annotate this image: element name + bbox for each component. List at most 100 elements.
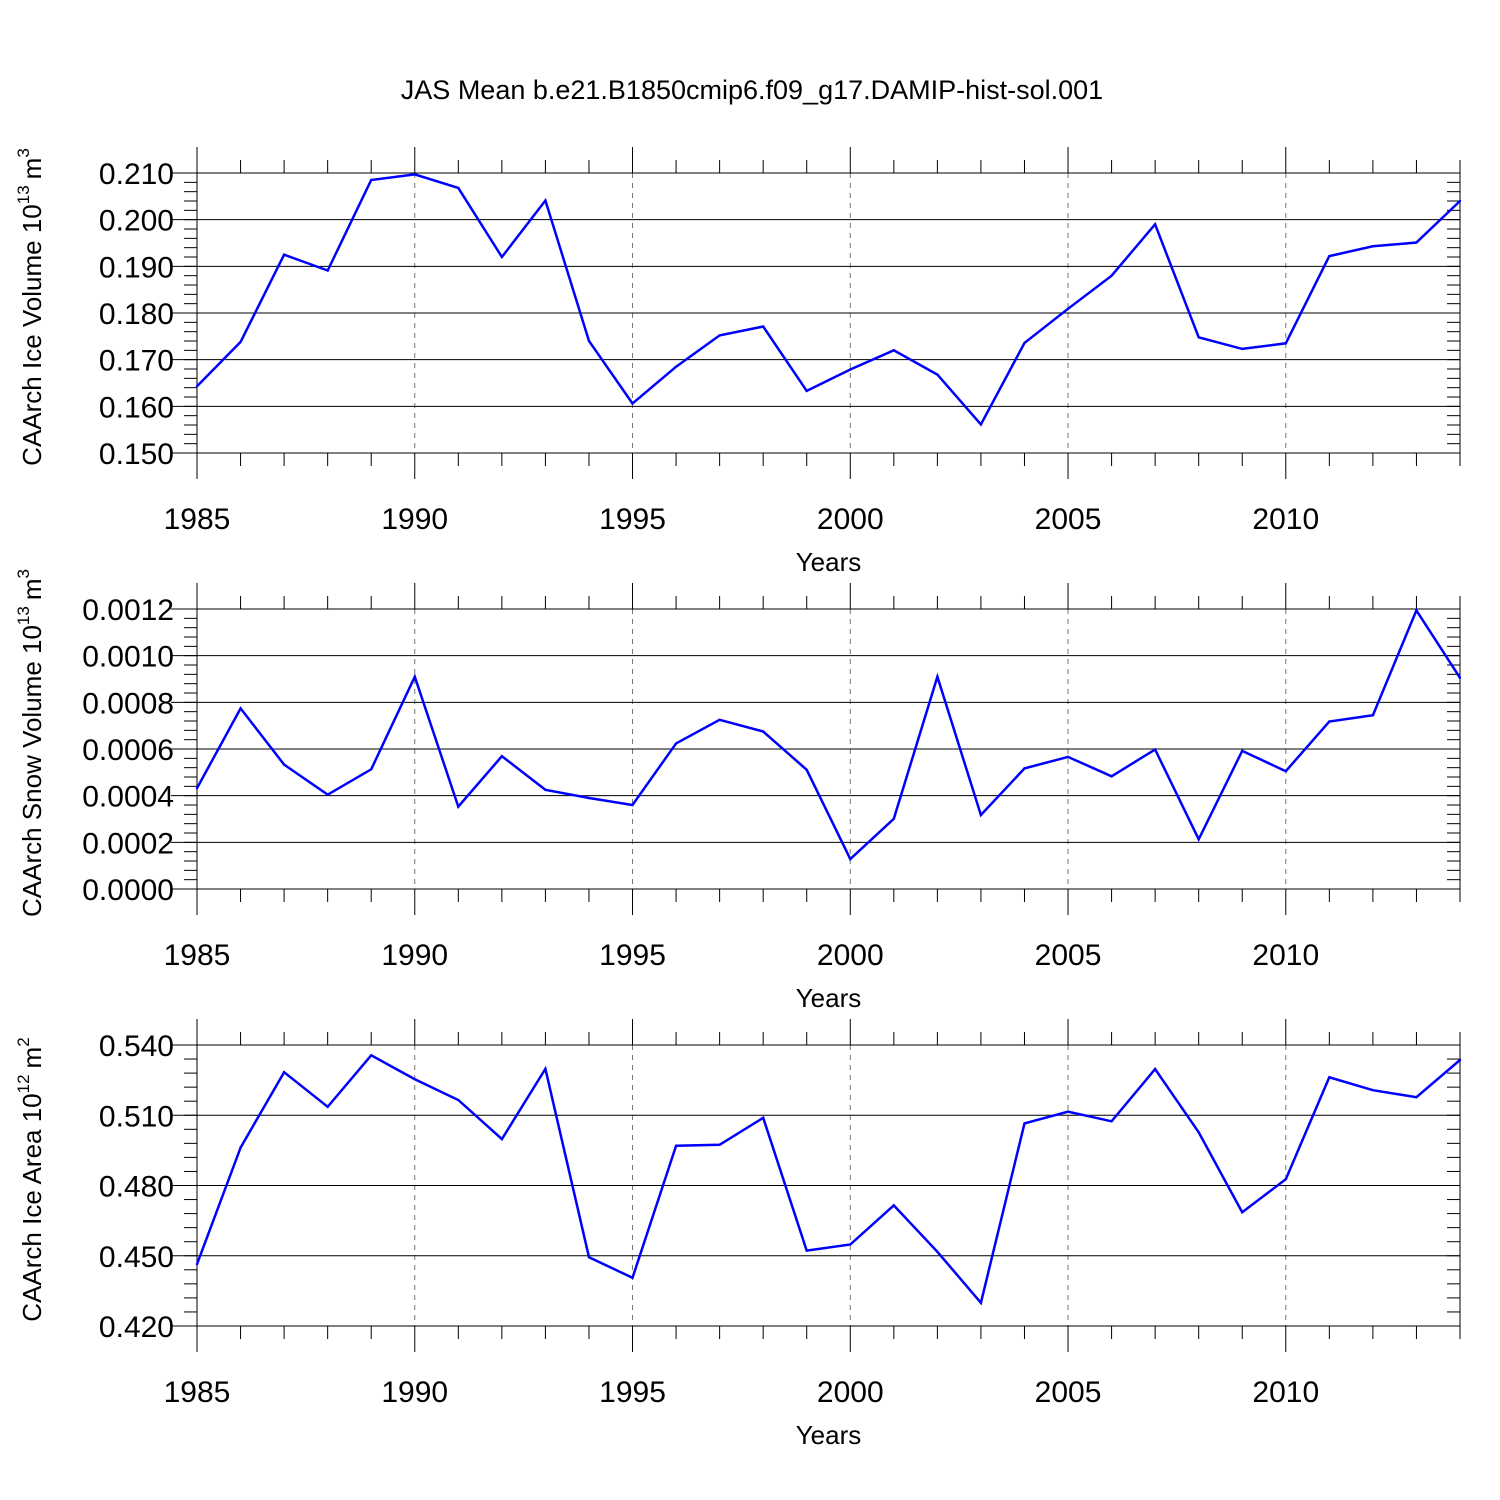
data-point: [631, 803, 634, 807]
x-tick-label: 2010: [1252, 503, 1319, 536]
y-tick-label: 0.0012: [82, 594, 174, 627]
data-point: [457, 186, 460, 190]
x-axis-label: Years: [796, 1420, 862, 1450]
panel-3: 0.420 0.450 0.480 0.510 0.540 1985 1990 1995 200…: [14, 1019, 1462, 1450]
data-point: [631, 1276, 634, 1279]
data-point: [1241, 749, 1244, 753]
data-point: [1458, 676, 1462, 680]
x-tick-label: 1985: [164, 939, 231, 972]
data-point: [500, 755, 504, 758]
data-point: [326, 269, 329, 272]
x-axis-label: Years: [796, 983, 862, 1013]
data-point: [718, 1143, 721, 1146]
y-axis-label: CAArch Ice Volume 1013 m3: [14, 148, 47, 466]
data-point: [1110, 1120, 1113, 1123]
y-tick-label: 0.180: [99, 298, 174, 331]
data-point: [457, 1098, 460, 1102]
data-point: [674, 365, 678, 368]
y-axis-label-unit-exponent: 3: [14, 569, 33, 578]
y-axis-label: CAArch Snow Volume 1013 m3: [14, 569, 47, 917]
data-point: [849, 1243, 852, 1246]
data-point: [239, 707, 242, 710]
data-point: [326, 793, 329, 796]
series-line: [195, 1053, 1461, 1306]
data-point: [370, 1054, 373, 1057]
x-tick-label: 1990: [381, 503, 448, 536]
data-point: [936, 373, 939, 376]
data-point: [1371, 713, 1375, 717]
data-point: [1371, 1088, 1375, 1092]
data-point: [761, 730, 765, 733]
data-point: [239, 340, 242, 344]
data-point: [282, 763, 286, 766]
data-point: [544, 788, 547, 792]
x-tick-label: 2000: [817, 939, 884, 972]
data-point: [1066, 307, 1070, 310]
y-tick-label: 0.450: [99, 1241, 174, 1274]
data-point: [674, 742, 678, 745]
data-point: [805, 389, 808, 393]
data-point: [195, 1262, 199, 1266]
x-tick-label: 2010: [1252, 939, 1319, 972]
data-point: [892, 1204, 896, 1207]
data-point: [761, 1116, 765, 1120]
y-axis-label-main: CAArch Snow Volume 10: [17, 625, 47, 917]
data-point: [1284, 342, 1287, 345]
data-point: [413, 173, 416, 176]
data-point: [761, 325, 765, 328]
x-tick-label: 2000: [817, 503, 884, 536]
data-point: [587, 339, 591, 343]
x-axis-label: Years: [796, 547, 862, 577]
y-tick-label: 0.0000: [82, 874, 174, 907]
data-point: [587, 1255, 591, 1259]
data-point: [849, 857, 852, 861]
data-point: [1110, 775, 1113, 778]
data-point: [544, 1067, 547, 1071]
data-point: [1110, 274, 1113, 277]
x-tick-label: 1985: [164, 1376, 231, 1409]
y-axis-label-unit-exponent: 3: [14, 148, 33, 157]
y-tick-label: 0.210: [99, 158, 174, 191]
data-point: [674, 1144, 678, 1147]
data-point: [1284, 769, 1287, 773]
y-axis-label-main: CAArch Ice Volume 10: [17, 204, 47, 466]
x-tick-label: 2005: [1035, 939, 1102, 972]
data-point: [1197, 336, 1200, 339]
y-axis-label-main: CAArch Ice Area 10: [17, 1093, 47, 1321]
y-tick-label: 0.170: [99, 345, 174, 378]
y-tick-label: 0.200: [99, 205, 174, 238]
data-point: [370, 178, 373, 182]
data-point: [195, 385, 199, 388]
data-point: [1066, 1110, 1070, 1113]
data-point: [979, 1301, 983, 1305]
data-point: [718, 334, 721, 337]
data-point: [1284, 1177, 1287, 1181]
data-point: [326, 1105, 329, 1109]
data-point: [1328, 1076, 1331, 1079]
data-point: [1153, 1067, 1157, 1071]
data-point: [1023, 1122, 1026, 1125]
data-point: [936, 1250, 939, 1253]
data-point: [370, 768, 373, 771]
series-line: [196, 173, 1461, 427]
data-point: [1197, 838, 1200, 841]
x-tick-label: 1990: [381, 939, 448, 972]
data-point: [500, 1137, 504, 1141]
data-point: [282, 1070, 286, 1074]
y-tick-label: 0.0002: [82, 827, 174, 860]
data-point: [1241, 1210, 1244, 1214]
data-point: [936, 675, 939, 678]
data-point: [979, 423, 983, 426]
data-point: [587, 796, 591, 800]
x-tick-label: 1995: [599, 939, 666, 972]
data-point: [1197, 1131, 1200, 1134]
data-point: [718, 718, 721, 722]
data-point: [1415, 609, 1418, 612]
y-tick-label: 0.190: [99, 251, 174, 284]
panel-2: 0.0000 0.0002 0.0004 0.0006 0.0008 0.0010 0.00…: [14, 569, 1462, 1013]
x-tick-label: 2005: [1035, 1376, 1102, 1409]
y-tick-label: 0.0006: [82, 734, 174, 767]
chart-title: JAS Mean b.e21.B1850cmip6.f09_g17.DAMIP-…: [401, 75, 1103, 105]
y-axis-label-unit: m: [17, 578, 47, 600]
panel-1: 0.150 0.160 0.170 0.180 0.190 0.200 0.210 1985 1…: [14, 147, 1462, 577]
